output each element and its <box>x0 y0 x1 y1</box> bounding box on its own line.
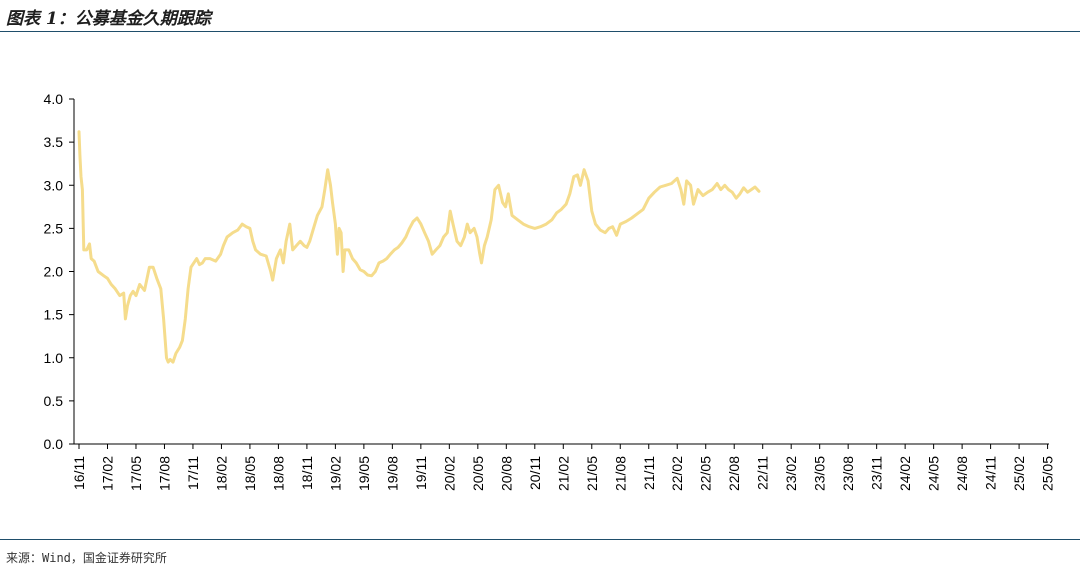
y-axis: 0.0 0.5 1.0 1.5 2.0 2.5 3.0 3.5 4.0 <box>44 91 75 452</box>
x-tick-label: 16/11 <box>71 456 87 490</box>
x-tick-label: 21/11 <box>641 456 657 490</box>
x-tick-label: 24/08 <box>954 456 970 491</box>
y-tick-label: 2.0 <box>44 264 64 280</box>
x-tick-label: 20/02 <box>441 456 457 491</box>
series-line <box>77 130 761 364</box>
x-tick-label: 21/02 <box>555 456 571 491</box>
y-tick-label: 3.5 <box>44 134 64 150</box>
y-tick-label: 1.5 <box>44 307 64 323</box>
y-tick-label: 0.5 <box>44 393 64 409</box>
x-tick-label: 23/02 <box>783 456 799 491</box>
series-layer <box>77 130 761 364</box>
y-tick-label: 3.0 <box>44 177 64 193</box>
y-tick-label: 1.0 <box>44 350 64 366</box>
x-tick-label: 17/11 <box>185 456 201 490</box>
x-tick-label: 19/08 <box>384 456 400 491</box>
x-tick-label: 22/08 <box>726 456 742 491</box>
x-tick-label: 22/02 <box>669 456 685 491</box>
x-tick-label: 23/11 <box>869 456 885 490</box>
figure-title: 图表 1：公募基金久期跟踪 <box>6 9 211 29</box>
source-note: 来源：Wind，国金证券研究所 <box>6 551 167 565</box>
x-tick-label: 25/05 <box>1040 456 1056 491</box>
x-tick-label: 23/08 <box>840 456 856 491</box>
x-tick-label: 20/11 <box>527 456 543 490</box>
x-tick-label: 19/05 <box>356 456 372 491</box>
x-tick-label: 22/05 <box>698 456 714 491</box>
x-tick-label: 17/02 <box>99 456 115 491</box>
x-axis: 16/11 17/02 17/05 17/08 17/11 18/02 18/05 18/08… <box>71 443 1056 491</box>
x-tick-label: 18/05 <box>242 456 258 491</box>
x-tick-label: 21/05 <box>584 456 600 491</box>
line-chart: 0.0 0.5 1.0 1.5 2.0 2.5 3.0 3.5 4.0 16/11 17/02 17… <box>44 91 1056 491</box>
x-tick-label: 21/08 <box>612 456 628 491</box>
top-rule <box>0 31 1080 32</box>
x-tick-label: 23/05 <box>812 456 828 491</box>
x-tick-label: 25/02 <box>1011 456 1027 491</box>
x-tick-label: 19/11 <box>413 456 429 490</box>
x-tick-label: 24/05 <box>926 456 942 491</box>
x-tick-label: 24/02 <box>897 456 913 491</box>
y-tick-label: 4.0 <box>44 91 64 107</box>
x-tick-label: 20/08 <box>498 456 514 491</box>
x-tick-label: 17/08 <box>156 456 172 491</box>
y-tick-label: 2.5 <box>44 220 64 236</box>
bottom-rule <box>0 539 1080 540</box>
x-tick-label: 19/02 <box>327 456 343 491</box>
x-tick-label: 17/05 <box>128 456 144 491</box>
x-tick-label: 20/05 <box>470 456 486 491</box>
x-tick-label: 18/11 <box>299 456 315 490</box>
x-tick-label: 24/11 <box>983 456 999 490</box>
x-tick-label: 18/02 <box>213 456 229 491</box>
x-tick-label: 18/08 <box>270 456 286 491</box>
y-tick-label: 0.0 <box>44 436 64 452</box>
x-tick-label: 22/11 <box>755 456 771 490</box>
